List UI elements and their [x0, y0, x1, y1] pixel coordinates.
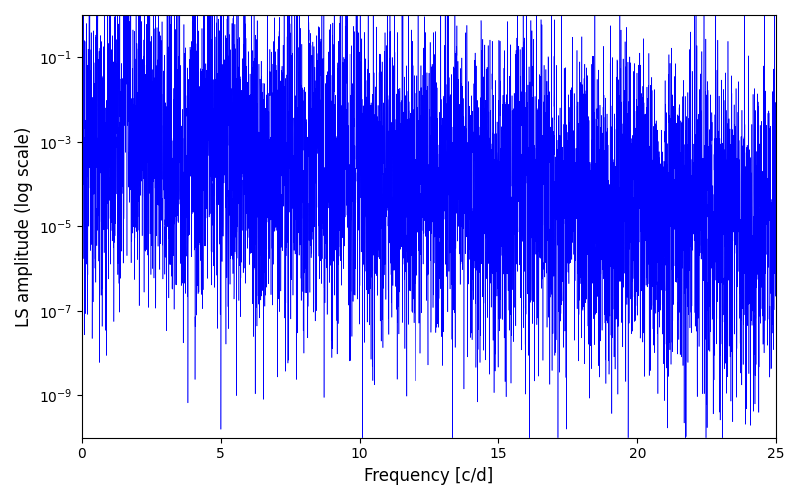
- Y-axis label: LS amplitude (log scale): LS amplitude (log scale): [15, 126, 33, 326]
- X-axis label: Frequency [c/d]: Frequency [c/d]: [364, 467, 494, 485]
